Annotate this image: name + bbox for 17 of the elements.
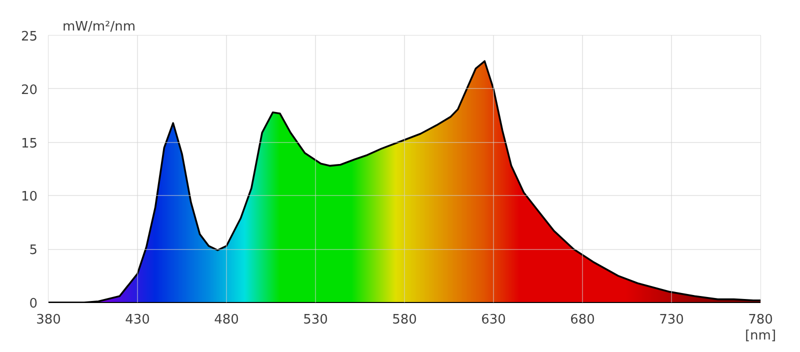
x-tick-label: 380 [36, 312, 61, 328]
y-tick-label: 25 [20, 30, 38, 44]
y-tick-label: 0 [29, 296, 38, 312]
x-tick-label: 630 [481, 312, 506, 328]
y-axis-title: mW/m²/nm [62, 20, 136, 34]
y-tick-label: 15 [20, 136, 38, 152]
x-tick-label: 780 [748, 312, 773, 328]
x-axis-title: [nm] [744, 328, 776, 344]
x-tick-label: 530 [303, 312, 328, 328]
y-tick-label: 10 [20, 190, 38, 205]
x-tick-label: 730 [659, 312, 684, 328]
y-tick-label: 20 [20, 82, 38, 98]
x-tick-label: 430 [125, 312, 150, 328]
x-tick-label: 680 [570, 312, 595, 328]
x-tick-label: 480 [214, 312, 239, 328]
y-tick-label: 5 [29, 243, 38, 258]
x-tick-label: 580 [392, 312, 417, 328]
